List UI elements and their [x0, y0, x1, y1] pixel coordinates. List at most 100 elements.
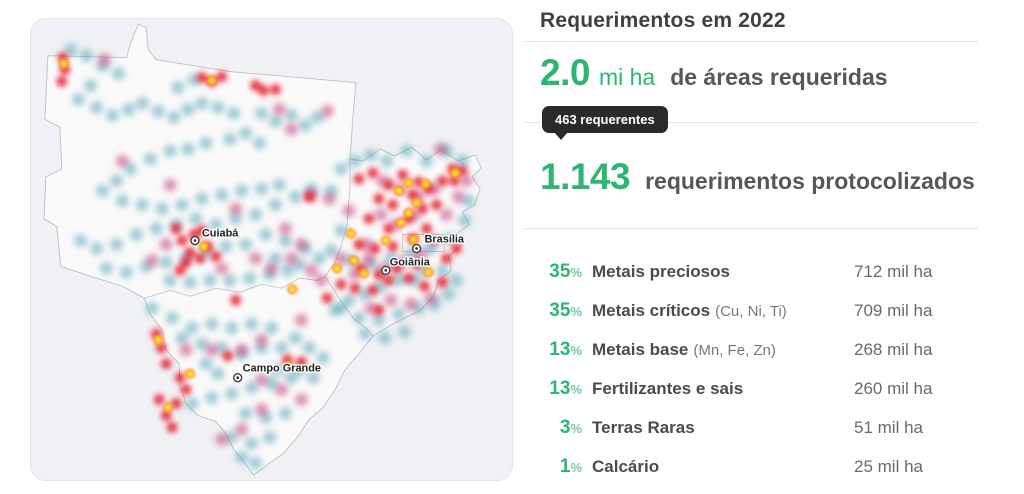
heat-point-mid	[362, 251, 376, 265]
heat-point-peak	[285, 362, 292, 369]
heat-point-low	[181, 102, 195, 116]
heat-point-high	[367, 284, 379, 296]
heat-point-low	[348, 154, 362, 168]
row-percent: 3%	[559, 416, 582, 438]
heat-point-low	[280, 263, 294, 277]
heat-point-mid	[145, 253, 159, 267]
heat-point-mid	[235, 422, 249, 436]
heat-point-high	[440, 252, 452, 264]
heat-point-low	[135, 96, 149, 110]
heat-point-high	[56, 76, 68, 88]
heat-point-mid	[278, 222, 292, 236]
heat-point-peak	[187, 370, 193, 377]
heat-point-low	[181, 142, 195, 156]
heat-point-high	[411, 258, 423, 270]
heat-point-low	[227, 106, 241, 120]
category-breakdown-list: 35% Metais preciosos 712 mil ha 35% Metais c…	[540, 252, 978, 486]
heat-point-peak	[425, 269, 432, 276]
heat-point-high	[436, 175, 448, 187]
heat-point-low	[334, 224, 348, 238]
heat-point-mid	[274, 383, 288, 397]
heat-point-mid	[255, 373, 269, 387]
heat-point-low	[199, 357, 213, 371]
heat-point-low	[219, 240, 233, 253]
heat-point-mid	[215, 261, 229, 275]
stat-total-area-value: 2.0	[540, 52, 590, 93]
heat-point-high	[419, 280, 431, 292]
heat-point-low	[334, 162, 348, 176]
map-card: Cuiabá Brasília Goiânia Campo Grande	[30, 18, 513, 481]
city-campo-grande: Campo Grande	[233, 361, 322, 383]
heat-point-mid	[424, 291, 437, 305]
heat-point-low	[269, 251, 282, 265]
breakdown-row: 3% Terras Raras 51 mil ha	[540, 408, 978, 447]
heat-point-peak	[351, 257, 357, 264]
heat-point-low	[163, 273, 177, 287]
heat-point-low	[249, 456, 263, 470]
heat-point-high	[335, 278, 347, 290]
heat-point-mid	[255, 403, 269, 416]
heat-point-high	[270, 84, 281, 95]
heat-point-low	[64, 43, 78, 57]
breakdown-row: 35% Metais críticos (Cu, Ni, Ti) 709 mil ha	[540, 291, 978, 330]
heat-point-low	[420, 154, 433, 168]
heat-point-low	[235, 450, 249, 464]
heat-point-high	[216, 71, 228, 83]
heat-point-peak	[348, 230, 354, 237]
heat-point-mid	[433, 142, 447, 156]
heat-point-low	[271, 363, 284, 377]
heat-point-low	[302, 341, 316, 355]
heat-point-low	[249, 208, 263, 222]
heat-point-mid	[284, 251, 298, 265]
heat-point-mid	[334, 251, 348, 265]
heat-point-low	[119, 265, 133, 279]
heat-point-high	[295, 356, 307, 368]
heat-point-low	[115, 194, 129, 208]
heat-point-low	[195, 337, 209, 351]
heat-point-mid	[294, 313, 308, 327]
heat-point-low	[225, 387, 239, 401]
heat-point-high	[383, 179, 395, 191]
row-label: Metais preciosos	[592, 261, 730, 281]
heat-point-low	[155, 202, 169, 216]
heat-point-low	[312, 251, 326, 265]
heat-point-low	[135, 198, 149, 212]
heat-point-low	[143, 152, 157, 166]
heat-point-low	[278, 407, 292, 420]
heat-point-mid	[304, 263, 318, 277]
city-marker-dot	[384, 268, 388, 272]
heat-point-low	[80, 49, 94, 63]
heat-point-high	[349, 282, 361, 294]
heat-point-high	[196, 72, 208, 84]
heat-point-low	[123, 162, 137, 176]
heat-point-low	[90, 242, 104, 255]
heat-point-low	[269, 114, 282, 128]
heat-point-peak	[165, 404, 171, 411]
heat-point-low	[455, 154, 469, 168]
heat-point-low	[84, 79, 98, 92]
heat-point-high	[383, 274, 395, 286]
heat-point-low	[263, 430, 276, 444]
heat-point-low	[229, 212, 243, 226]
heat-point-low	[457, 214, 471, 228]
heat-point-low	[90, 100, 104, 114]
heat-point-high	[160, 409, 172, 421]
heat-point-low	[159, 255, 173, 269]
heat-point-low	[110, 174, 123, 188]
heat-point-low	[245, 436, 259, 450]
city-label: Brasília	[425, 234, 465, 246]
heat-point-low	[223, 132, 237, 146]
heat-point-mid	[374, 208, 388, 222]
heat-point-mid	[215, 432, 229, 446]
heat-point-low	[259, 228, 272, 242]
heat-point-mid	[384, 293, 398, 307]
heat-point-high	[155, 342, 167, 354]
heat-point-mid	[235, 343, 249, 357]
heatmap-centro-oeste[interactable]: Cuiabá Brasília Goiânia Campo Grande	[31, 19, 512, 480]
row-area-value: 260 mil ha	[854, 378, 933, 398]
heat-point-low	[378, 331, 392, 345]
heat-point-low	[185, 321, 199, 335]
heat-point-mid	[98, 53, 112, 67]
row-area-value: 712 mil ha	[854, 261, 933, 281]
